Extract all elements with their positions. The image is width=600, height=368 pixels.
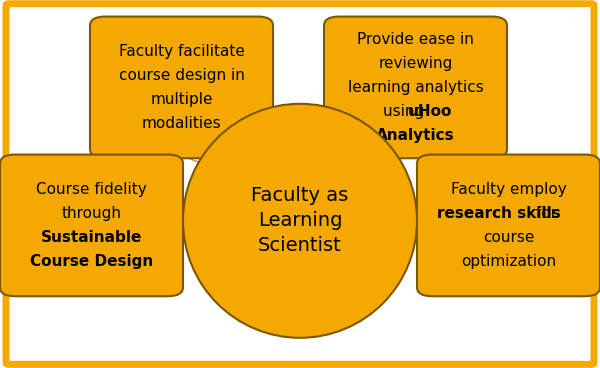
Text: optimization: optimization <box>461 254 556 269</box>
Text: Faculty facilitate: Faculty facilitate <box>119 44 244 59</box>
Text: uHoo: uHoo <box>407 104 452 119</box>
FancyBboxPatch shape <box>417 155 600 296</box>
Text: Analytics: Analytics <box>376 128 455 143</box>
Text: multiple: multiple <box>150 92 213 107</box>
FancyBboxPatch shape <box>90 17 273 158</box>
Text: course: course <box>483 230 534 245</box>
FancyBboxPatch shape <box>6 4 594 364</box>
Text: course design in: course design in <box>119 68 244 83</box>
Text: Faculty as
Learning
Scientist: Faculty as Learning Scientist <box>251 186 349 255</box>
Text: Course fidelity: Course fidelity <box>36 182 147 197</box>
Text: modalities: modalities <box>142 116 221 131</box>
FancyArrowPatch shape <box>187 158 242 180</box>
Text: using: using <box>383 104 429 119</box>
Text: through: through <box>62 206 121 221</box>
FancyArrowPatch shape <box>329 158 374 180</box>
Text: for: for <box>530 206 557 221</box>
Text: learning analytics: learning analytics <box>347 80 484 95</box>
Text: Course Design: Course Design <box>30 254 153 269</box>
Text: reviewing: reviewing <box>379 56 452 71</box>
Text: research skills: research skills <box>437 206 561 221</box>
FancyBboxPatch shape <box>324 17 507 158</box>
FancyBboxPatch shape <box>0 155 183 296</box>
Text: Faculty employ: Faculty employ <box>451 182 566 197</box>
Ellipse shape <box>183 104 417 338</box>
Text: Provide ease in: Provide ease in <box>357 32 474 47</box>
Text: Sustainable: Sustainable <box>41 230 142 245</box>
